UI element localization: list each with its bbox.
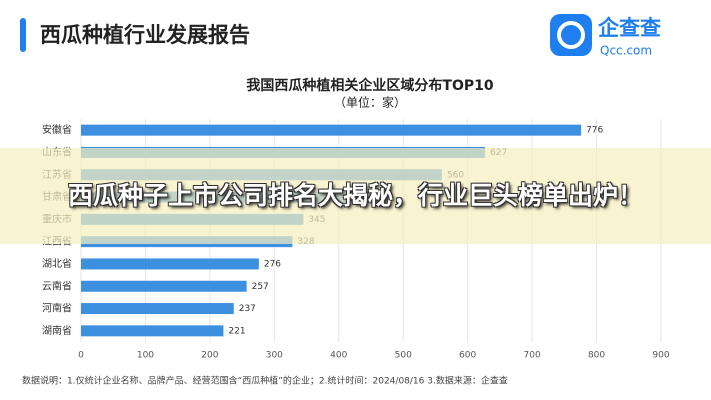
logo-icon-ring [557,21,585,49]
header-bg [0,0,711,70]
bar [81,280,247,292]
x-tick-label: 800 [588,351,605,361]
chart-subtitle: （单位：家） [334,95,406,110]
y-tick-label: 湖北省 [42,257,72,270]
x-tick-label: 700 [524,351,541,361]
logo-domain: Qcc.com [600,44,652,58]
y-tick-label: 湖南省 [42,324,72,337]
x-tick-label: 200 [201,351,218,361]
x-tick-label: 300 [266,351,283,361]
x-tick-label: 600 [459,351,476,361]
x-tick-label: 0 [78,351,84,361]
y-tick-label: 河南省 [42,302,72,315]
footnote: 数据说明：1.仅统计企业名称、品牌产品、经营范围含“西瓜种植”的企业；2.统计时… [22,375,508,387]
bar [81,303,234,315]
value-label: 221 [228,326,245,336]
logo-name: 企查查 [597,16,661,40]
y-tick-label: 安徽省 [42,123,72,136]
x-tick-label: 900 [652,351,669,361]
value-label: 276 [264,259,281,269]
bar [81,258,259,270]
bar [81,124,582,136]
banner-text: 西瓜种子上市公司排名大揭秘，行业巨头榜单出炉！ [67,181,643,210]
value-label: 237 [239,304,256,314]
chart-title: 我国西瓜种植相关企业区域分布TOP10 [246,77,493,94]
header-accent [20,18,26,52]
x-tick-label: 500 [395,351,412,361]
x-tick-label: 100 [137,351,154,361]
y-tick-label: 云南省 [42,279,72,292]
value-label: 776 [586,126,603,136]
bar [81,325,224,337]
logo-icon [550,14,592,56]
x-tick-label: 400 [330,351,347,361]
banner: 西瓜种子上市公司排名大揭秘，行业巨头榜单出炉！ [0,148,711,244]
header-title: 西瓜种植行业发展报告 [40,23,250,47]
value-label: 257 [252,282,269,292]
